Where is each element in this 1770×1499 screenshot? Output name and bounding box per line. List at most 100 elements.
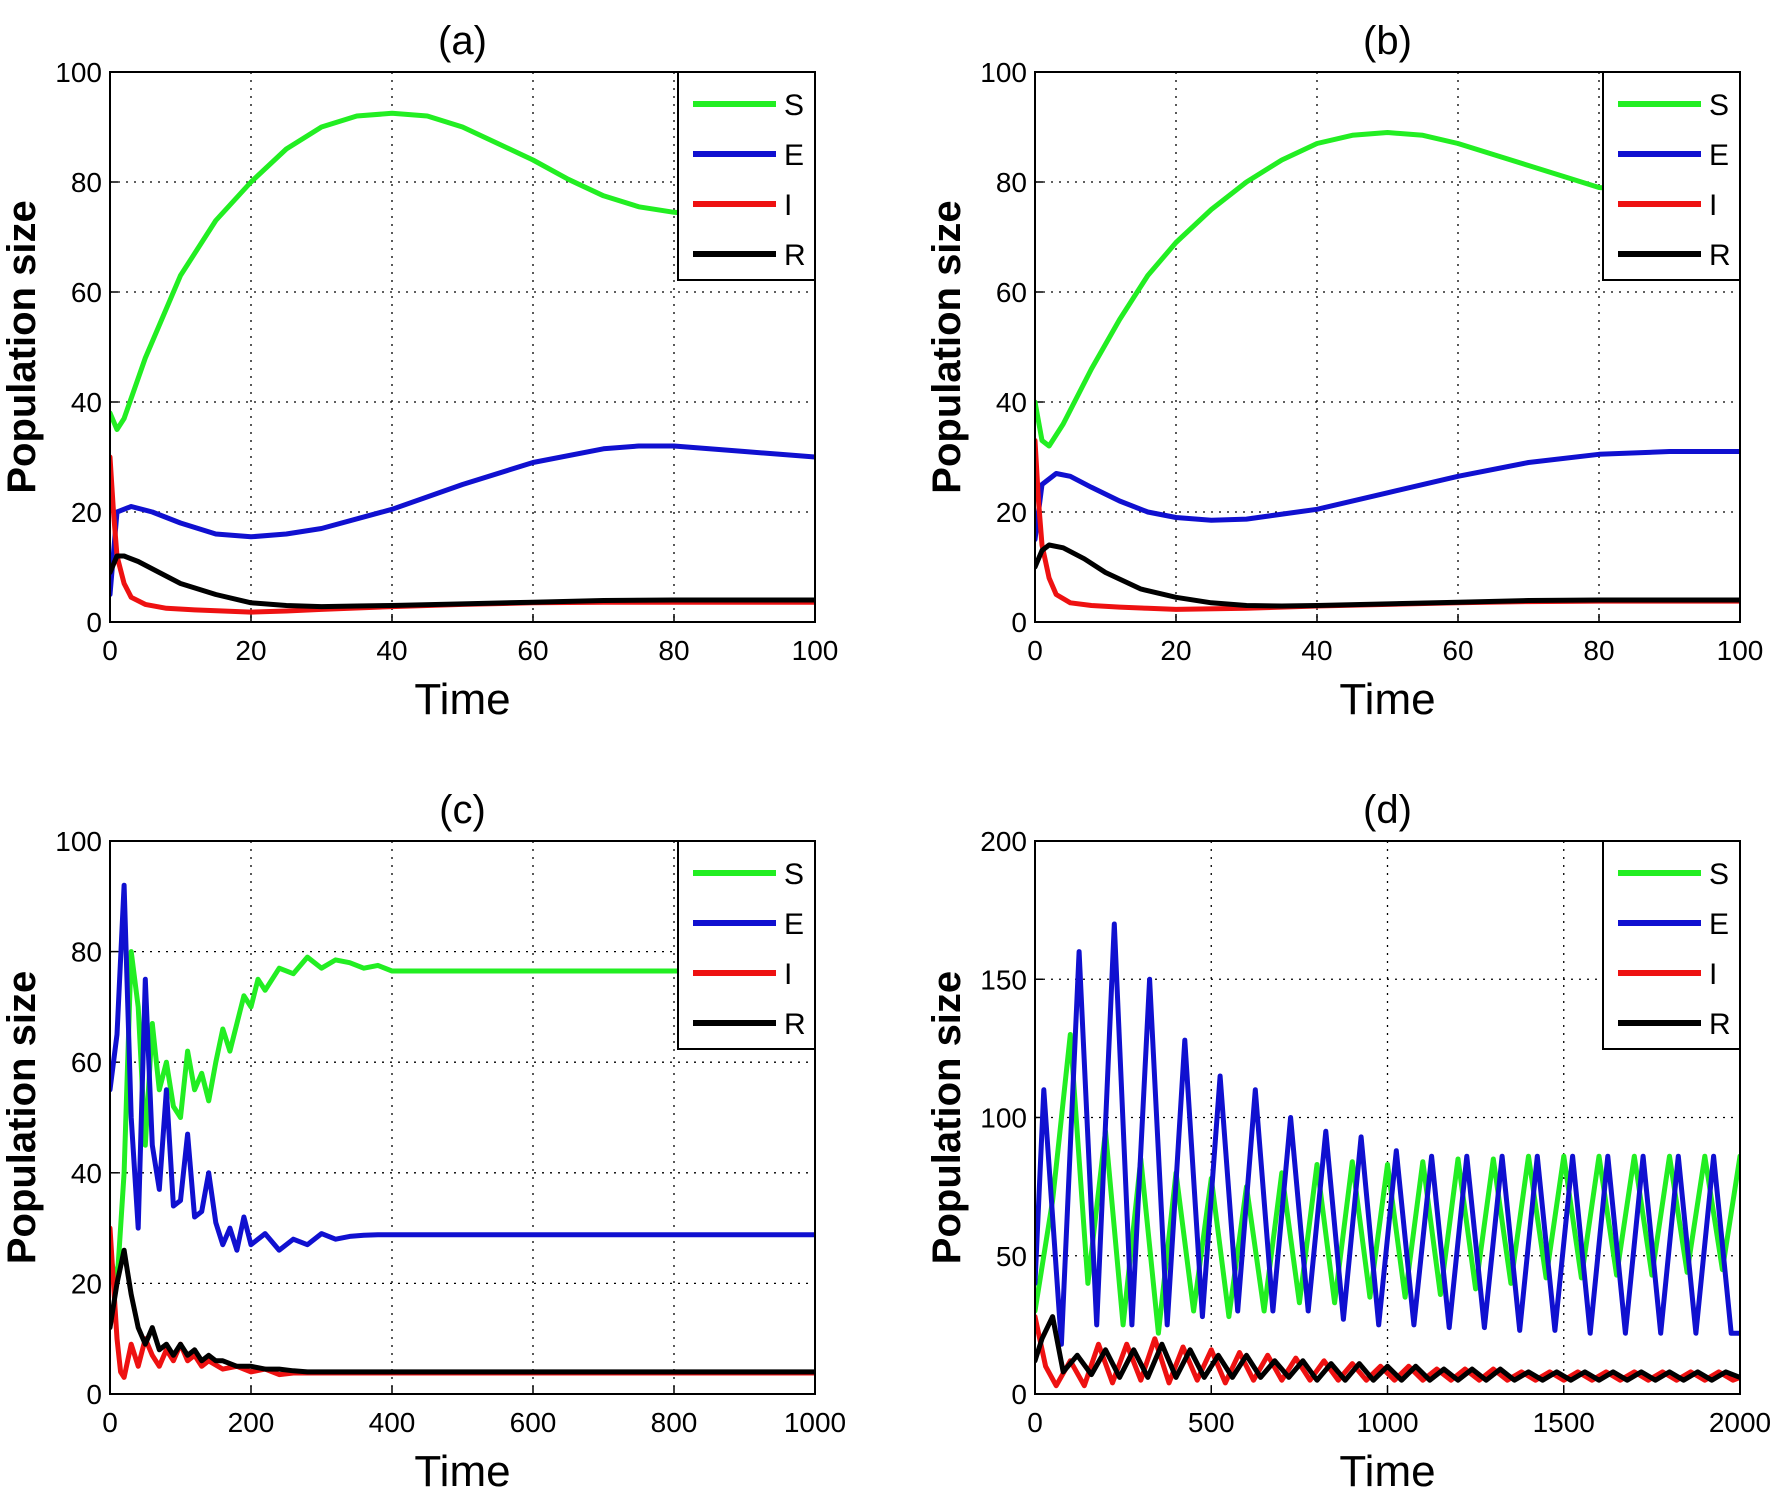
y-tick-label: 20	[71, 1268, 102, 1299]
panel-title: (c)	[439, 788, 486, 832]
x-axis-label: Time	[414, 675, 510, 724]
y-axis-label: Population size	[925, 971, 969, 1264]
y-tick-label: 100	[55, 57, 102, 88]
x-tick-label: 600	[510, 1407, 557, 1438]
legend-label-R: R	[1709, 1008, 1731, 1041]
x-tick-label: 80	[1583, 635, 1614, 666]
plot-frame	[1034, 840, 1741, 1395]
legend-label-I: I	[1709, 958, 1717, 991]
legend-label-S: S	[784, 858, 804, 891]
legend-label-E: E	[1709, 908, 1729, 941]
x-tick-label: 500	[1188, 1407, 1235, 1438]
y-tick-label: 80	[996, 167, 1027, 198]
x-tick-label: 100	[1717, 635, 1764, 666]
y-tick-label: 80	[71, 167, 102, 198]
x-tick-label: 20	[235, 635, 266, 666]
x-tick-label: 20	[1160, 635, 1191, 666]
y-tick-label: 0	[86, 607, 102, 638]
legend-label-I: I	[784, 958, 792, 991]
x-tick-label: 2000	[1709, 1407, 1770, 1438]
y-tick-label: 100	[980, 57, 1027, 88]
y-tick-label: 100	[980, 1103, 1027, 1134]
series-line-R	[1035, 542, 1740, 609]
legend-label-I: I	[784, 189, 792, 222]
series-line-E	[110, 443, 815, 597]
plot-frame	[109, 71, 816, 623]
y-tick-label: 60	[71, 1047, 102, 1078]
y-tick-label: 40	[996, 387, 1027, 418]
legend-label-E: E	[784, 139, 804, 172]
x-axis-label: Time	[1339, 1447, 1435, 1496]
legend-label-E: E	[784, 908, 804, 941]
legend-label-R: R	[1709, 239, 1731, 272]
plot-frame	[1034, 71, 1741, 623]
series-group	[1035, 921, 1740, 1389]
y-tick-label: 60	[71, 277, 102, 308]
x-tick-label: 0	[1027, 635, 1043, 666]
panel-title: (b)	[1363, 19, 1412, 63]
series-line-E	[1035, 921, 1740, 1347]
x-tick-label: 0	[102, 1407, 118, 1438]
y-axis-label: Population size	[925, 200, 969, 493]
series-line-R	[110, 553, 815, 610]
x-tick-label: 200	[228, 1407, 275, 1438]
y-tick-label: 40	[71, 1158, 102, 1189]
y-tick-label: 150	[980, 964, 1027, 995]
series-line-S	[110, 949, 815, 1286]
series-line-S	[1035, 1032, 1740, 1336]
series-line-E	[1035, 449, 1740, 542]
x-tick-label: 1000	[784, 1407, 846, 1438]
x-tick-label: 80	[658, 635, 689, 666]
series-line-I	[1035, 438, 1740, 612]
plot-frame	[109, 840, 816, 1395]
x-tick-label: 100	[792, 635, 839, 666]
x-axis-label: Time	[414, 1447, 510, 1496]
series-line-E	[110, 882, 815, 1253]
y-tick-label: 80	[71, 937, 102, 968]
y-tick-label: 100	[55, 826, 102, 857]
y-tick-label: 20	[71, 497, 102, 528]
y-tick-label: 50	[996, 1241, 1027, 1272]
x-tick-label: 800	[651, 1407, 698, 1438]
x-tick-label: 400	[369, 1407, 416, 1438]
y-tick-label: 0	[1011, 1379, 1027, 1410]
y-tick-label: 40	[71, 387, 102, 418]
legend-label-R: R	[784, 1008, 806, 1041]
legend-label-E: E	[1709, 139, 1729, 172]
x-tick-label: 40	[1301, 635, 1332, 666]
panel-title: (a)	[438, 19, 487, 63]
legend-label-S: S	[1709, 89, 1729, 122]
series-line-I	[110, 1225, 815, 1380]
series-line-R	[1035, 1314, 1740, 1383]
y-tick-label: 60	[996, 277, 1027, 308]
x-tick-label: 1500	[1533, 1407, 1595, 1438]
x-axis-label: Time	[1339, 675, 1435, 724]
y-tick-label: 20	[996, 497, 1027, 528]
x-tick-label: 0	[102, 635, 118, 666]
y-tick-label: 200	[980, 826, 1027, 857]
x-tick-label: 0	[1027, 1407, 1043, 1438]
y-tick-label: 0	[86, 1379, 102, 1410]
legend-label-S: S	[1709, 858, 1729, 891]
legend-label-I: I	[1709, 189, 1717, 222]
x-tick-label: 60	[517, 635, 548, 666]
y-tick-label: 0	[1011, 607, 1027, 638]
y-axis-label: Population size	[0, 200, 44, 493]
legend-label-R: R	[784, 239, 806, 272]
x-tick-label: 1000	[1356, 1407, 1418, 1438]
panel-title: (d)	[1363, 788, 1412, 832]
series-group	[110, 882, 815, 1380]
series-line-R	[110, 1247, 815, 1375]
x-tick-label: 40	[376, 635, 407, 666]
x-tick-label: 60	[1442, 635, 1473, 666]
y-axis-label: Population size	[0, 971, 44, 1264]
series-line-I	[1035, 1314, 1740, 1389]
